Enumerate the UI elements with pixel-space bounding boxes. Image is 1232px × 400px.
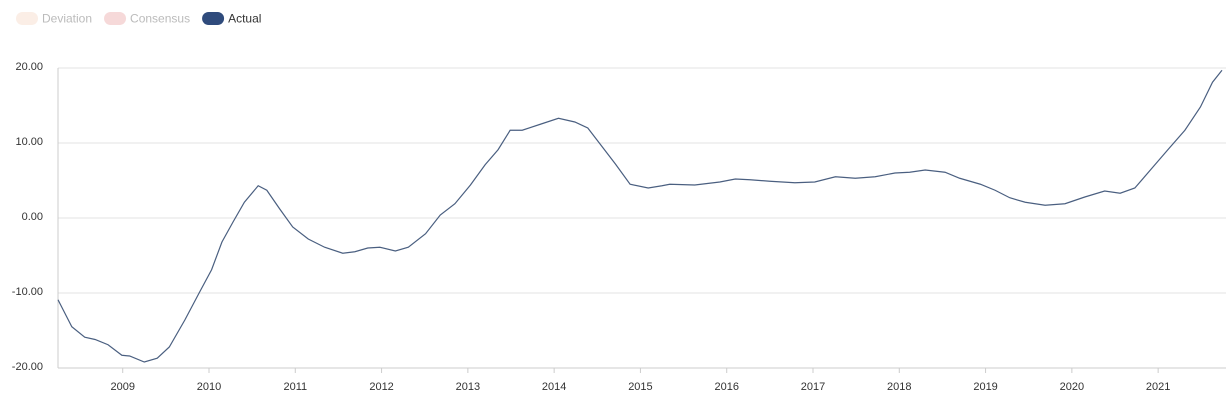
legend-swatch[interactable] (104, 12, 127, 25)
y-tick-label: 0.00 (22, 211, 43, 223)
x-tick-label: 2012 (369, 381, 393, 393)
x-tick-label: 2011 (283, 381, 307, 393)
legend-swatch[interactable] (16, 12, 38, 25)
legend-swatch[interactable] (202, 12, 225, 25)
y-tick-label: -10.00 (12, 286, 43, 298)
legend-label[interactable]: Actual (228, 12, 261, 26)
x-tick-label: 2020 (1060, 381, 1084, 393)
legend-label[interactable]: Deviation (42, 12, 92, 26)
y-tick-label: 20.00 (15, 61, 43, 73)
x-tick-label: 2021 (1146, 381, 1170, 393)
x-tick-label: 2015 (628, 381, 652, 393)
x-tick-label: 2017 (801, 381, 825, 393)
data-line (57, 69, 1223, 363)
y-tick-label: -20.00 (12, 361, 43, 373)
x-tick-label: 2009 (110, 381, 134, 393)
x-tick-label: 2019 (973, 381, 997, 393)
x-tick-label: 2018 (887, 381, 911, 393)
legend-label[interactable]: Consensus (130, 12, 190, 26)
x-tick-label: 2014 (542, 381, 566, 393)
x-tick-label: 2016 (714, 381, 738, 393)
y-tick-label: 10.00 (15, 136, 43, 148)
x-tick-label: 2010 (197, 381, 221, 393)
x-tick-label: 2013 (456, 381, 480, 393)
